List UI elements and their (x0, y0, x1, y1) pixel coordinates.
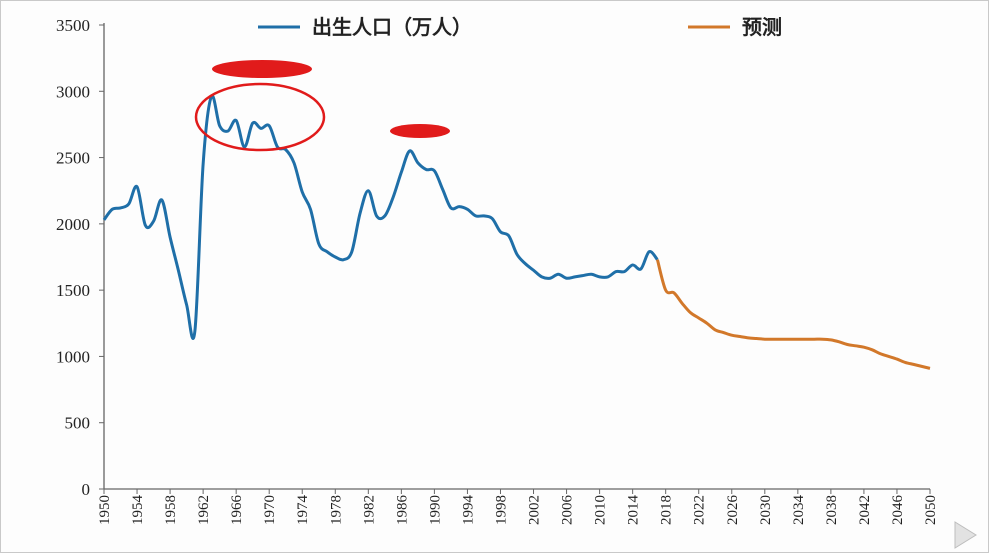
y-axis-ticks: 0 500 1000 1500 2000 2500 3000 3500 (56, 16, 104, 499)
legend-label-forecast: 预测 (742, 15, 782, 39)
x-tick-label: 2034 (791, 495, 807, 526)
y-tick-label: 3500 (56, 16, 90, 35)
x-tick-label: 1950 (97, 495, 113, 525)
y-tick-label: 2000 (56, 215, 90, 234)
y-tick-label: 3000 (56, 82, 90, 101)
x-tick-label: 1994 (460, 495, 476, 526)
y-tick-label: 0 (82, 480, 91, 499)
x-tick-label: 1962 (196, 495, 212, 525)
x-tick-label: 1958 (163, 495, 179, 525)
series-line-birth (102, 94, 659, 341)
x-tick-label: 2018 (659, 495, 675, 525)
series-line-forecast (655, 259, 931, 370)
x-tick-label: 2050 (923, 495, 939, 525)
x-tick-label: 1954 (130, 495, 146, 526)
x-tick-label: 2026 (725, 495, 741, 526)
x-tick-label: 2006 (560, 495, 576, 526)
y-tick-label: 500 (65, 414, 91, 433)
x-tick-label: 1982 (361, 495, 377, 525)
x-tick-label: 2002 (527, 495, 543, 525)
highlight-circle-1960s (194, 82, 326, 152)
x-tick-label: 2042 (857, 495, 873, 525)
x-tick-label: 1986 (394, 495, 410, 526)
x-axis-ticks: 1950 1954 1958 1962 1966 1970 1974 1978 1982 1986… (97, 489, 939, 525)
x-tick-label: 2046 (890, 495, 906, 526)
axes (103, 23, 930, 490)
y-tick-label: 2500 (56, 149, 90, 168)
series-lines (102, 94, 931, 370)
highlight-blob-top (212, 60, 312, 78)
x-tick-label: 2022 (692, 495, 708, 525)
legend: 出生人口（万人） 预测 (258, 15, 782, 39)
x-tick-label: 1966 (229, 495, 245, 526)
x-tick-label: 1970 (262, 495, 278, 525)
x-tick-label: 2038 (824, 495, 840, 525)
highlight-annotations (194, 60, 450, 152)
x-tick-label: 2010 (593, 495, 609, 525)
legend-label-birth: 出生人口（万人） (312, 15, 472, 39)
y-tick-label: 1500 (56, 281, 90, 300)
x-tick-label: 1998 (493, 495, 509, 525)
y-tick-label: 1000 (56, 347, 90, 366)
highlight-blob-1980s (390, 124, 450, 138)
x-tick-label: 1978 (328, 495, 344, 525)
x-tick-label: 2014 (626, 495, 642, 526)
play-icon (954, 521, 977, 549)
x-tick-label: 1974 (295, 495, 311, 526)
x-tick-label: 1990 (427, 495, 443, 525)
x-tick-label: 2030 (758, 495, 774, 525)
